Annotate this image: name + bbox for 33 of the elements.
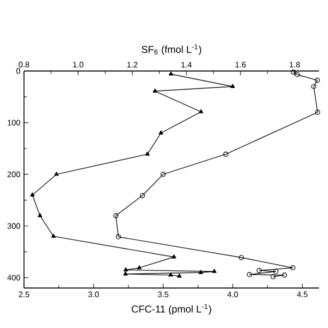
x2-tick-label: 1.6 bbox=[236, 62, 246, 68]
x-tick-label: 3.5 bbox=[158, 292, 168, 298]
y-tick-label: 300 bbox=[7, 223, 20, 229]
point bbox=[294, 72, 300, 78]
x2-tick-label: 1.2 bbox=[127, 62, 138, 68]
x2-tick-label: 0.8 bbox=[18, 62, 30, 68]
point bbox=[246, 272, 252, 278]
y-tick-label: 400 bbox=[7, 274, 20, 280]
x-tick-label: 3.0 bbox=[88, 292, 99, 298]
point bbox=[116, 234, 121, 240]
point bbox=[311, 84, 316, 90]
y-tick-label: 100 bbox=[8, 120, 20, 126]
y-tick-label: 0 bbox=[16, 68, 20, 74]
x2-tick-label: 1.8 bbox=[290, 62, 300, 68]
x-axis-title: CFC-11 (pmol L$^{-1}$) bbox=[132, 304, 212, 315]
x-tick-label: 4.5 bbox=[296, 292, 308, 298]
x2-tick-label: 1.4 bbox=[181, 62, 192, 68]
point bbox=[315, 110, 320, 115]
point bbox=[290, 265, 296, 270]
point bbox=[140, 192, 145, 198]
x-tick-label: 4.0 bbox=[227, 292, 238, 298]
point bbox=[238, 254, 244, 260]
point bbox=[256, 268, 262, 273]
point bbox=[113, 213, 118, 218]
point bbox=[273, 268, 278, 274]
x2-tick-label: 1.0 bbox=[73, 62, 84, 68]
point bbox=[282, 272, 288, 278]
x2-axis-title: SF$_{6}$ (fmol L$^{-1}$) bbox=[142, 44, 202, 55]
point bbox=[223, 152, 228, 157]
y-tick-label: 200 bbox=[8, 172, 20, 178]
point bbox=[314, 78, 320, 83]
x-tick-label: 2.5 bbox=[18, 292, 30, 298]
point bbox=[160, 172, 166, 177]
